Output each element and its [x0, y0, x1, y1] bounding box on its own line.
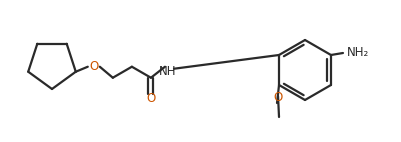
Text: O: O	[89, 60, 98, 73]
Text: O: O	[146, 92, 156, 105]
Text: O: O	[273, 91, 283, 104]
Text: NH: NH	[159, 65, 177, 78]
Text: NH₂: NH₂	[347, 46, 369, 59]
